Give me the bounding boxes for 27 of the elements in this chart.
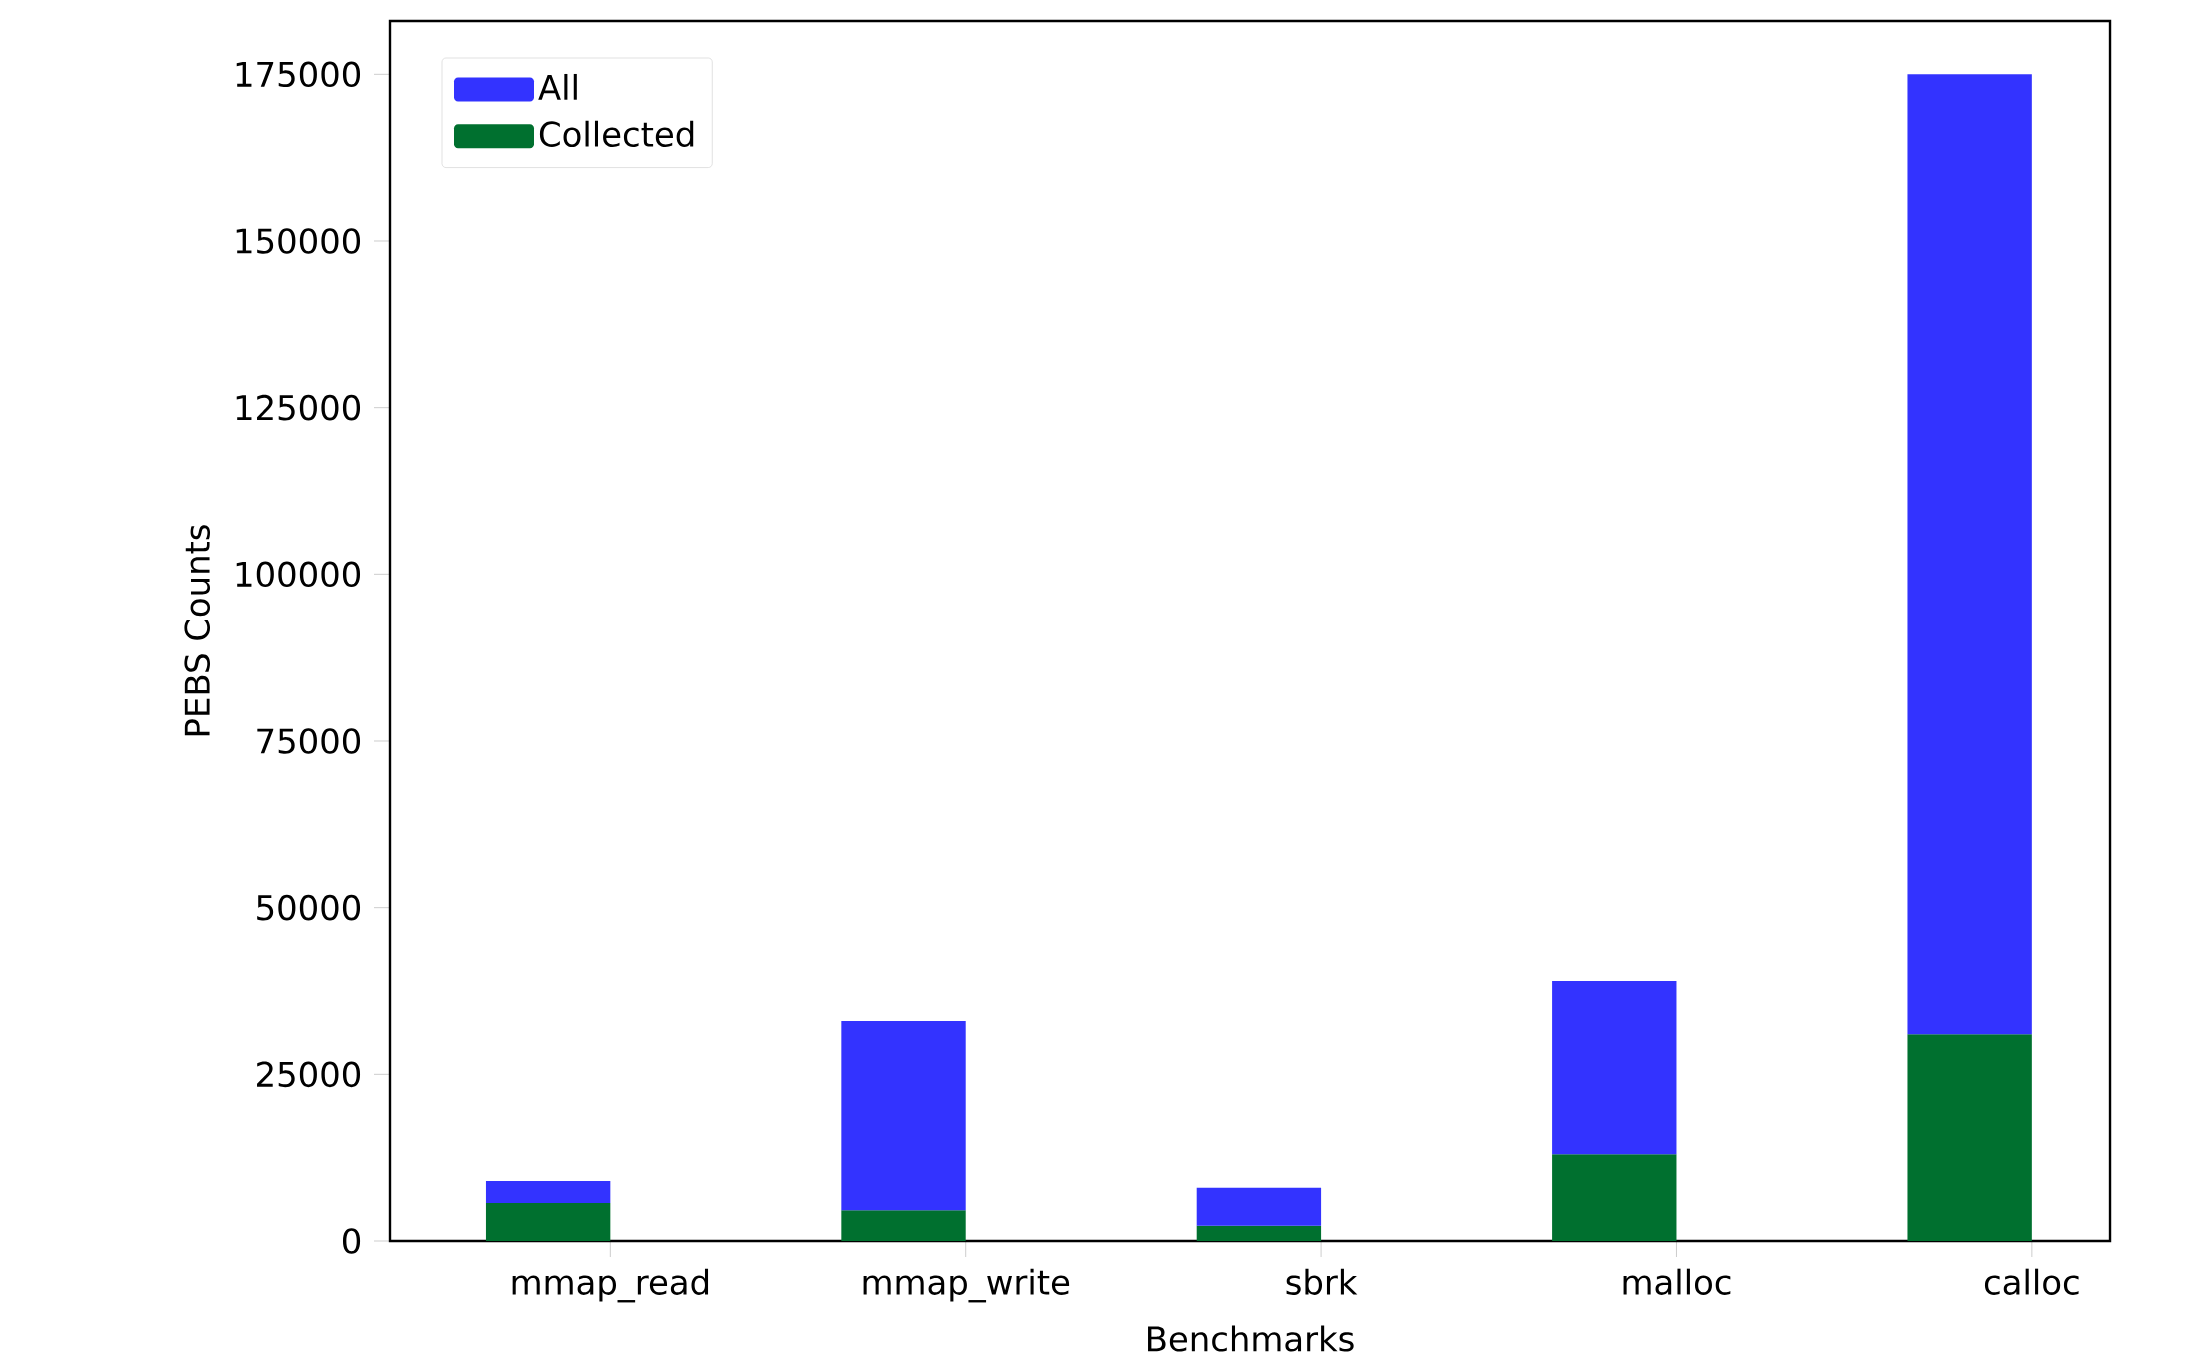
x-tick-label: sbrk — [1286, 1268, 1358, 1295]
y-tick-label: 25000 — [257, 1061, 361, 1088]
y-tick-label: 100000 — [236, 561, 361, 588]
bar — [1907, 74, 2032, 1035]
y-axis-title: PEBS Counts — [184, 525, 211, 736]
bar — [1552, 1154, 1677, 1241]
x-axis-title: Benchmarks — [1148, 1325, 1354, 1352]
x-tick-label: mmap_write — [863, 1268, 1070, 1303]
x-tick-label: calloc — [1984, 1268, 2079, 1295]
y-tick-label: 50000 — [257, 894, 361, 921]
bar — [1196, 1225, 1322, 1241]
bar — [1907, 1034, 2032, 1241]
x-tick-label: mmap_read — [512, 1268, 709, 1303]
legend-label: All — [538, 73, 577, 100]
bar — [485, 1203, 611, 1241]
bar — [841, 1210, 966, 1241]
bar — [485, 1181, 611, 1203]
x-tick-label: malloc — [1623, 1268, 1731, 1295]
bar — [1196, 1187, 1322, 1226]
legend-label: Collected — [539, 120, 694, 147]
y-tick-label: 0 — [342, 1228, 361, 1254]
bar — [841, 1021, 966, 1211]
y-tick-label: 175000 — [236, 61, 361, 88]
y-tick-label: 125000 — [236, 394, 361, 421]
y-tick-label: 75000 — [257, 728, 361, 754]
bar — [1552, 981, 1677, 1155]
y-tick-label: 150000 — [236, 228, 361, 254]
